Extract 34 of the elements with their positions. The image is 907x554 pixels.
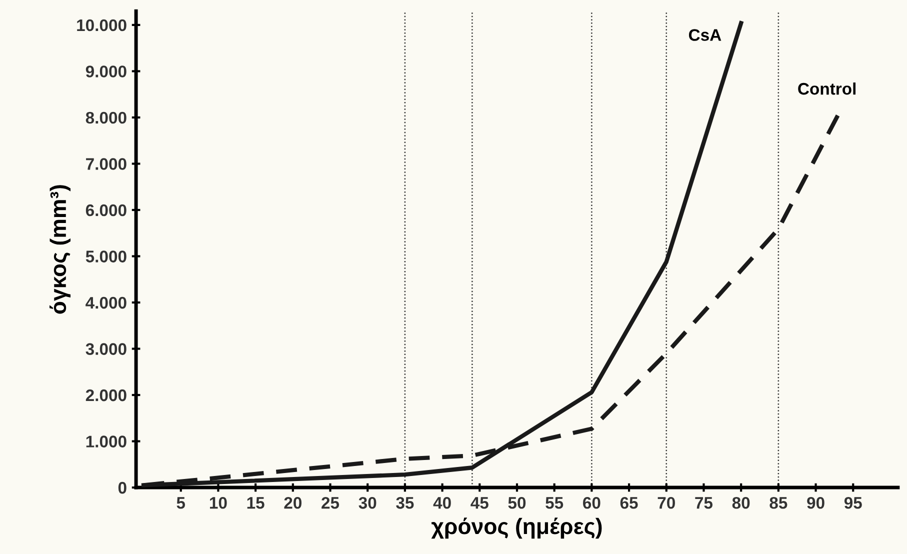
x-tick-label: 30	[358, 496, 376, 509]
y-tick-label: 10.000	[77, 19, 126, 32]
series-label: CsA	[688, 29, 722, 41]
y-tick-label: 2.000	[86, 389, 126, 402]
x-tick-label: 80	[732, 496, 750, 509]
y-tick-label: 4.000	[86, 296, 126, 309]
y-tick-label: 9.000	[86, 66, 126, 78]
y-tick-label: 8.000	[86, 112, 126, 124]
series-label: Control	[798, 82, 856, 95]
y-tick-label: 6.000	[86, 204, 126, 216]
y-tick-label: 5.000	[86, 250, 126, 262]
x-tick-label: 20	[284, 496, 302, 509]
y-tick-label: 7.000	[86, 158, 126, 170]
x-tick-label: 35	[396, 496, 414, 509]
y-axis-title: όγκος (mm³)	[50, 185, 70, 314]
x-tick-label: 50	[508, 496, 526, 509]
y-tick-label: 0	[118, 482, 126, 494]
y-tick-label: 1.000	[86, 436, 126, 448]
x-tick-label: 25	[322, 496, 340, 509]
x-tick-label: 65	[620, 496, 638, 509]
x-tick-label: 15	[247, 497, 264, 509]
x-tick-label: 95	[844, 496, 862, 509]
x-tick-label: 60	[583, 496, 600, 509]
x-tick-label: 5	[176, 497, 186, 509]
x-tick-label: 90	[807, 496, 824, 509]
x-tick-label: 10	[210, 496, 227, 509]
x-tick-label: 45	[470, 497, 488, 509]
x-tick-label: 75	[695, 497, 713, 509]
x-axis-title: χρόνος (ημέρες)	[431, 518, 602, 539]
x-tick-label: 85	[770, 496, 788, 509]
y-tick-label: 3.000	[86, 343, 126, 355]
x-tick-label: 40	[433, 496, 451, 509]
x-tick-label: 70	[658, 496, 675, 509]
x-tick-label: 55	[546, 497, 564, 509]
